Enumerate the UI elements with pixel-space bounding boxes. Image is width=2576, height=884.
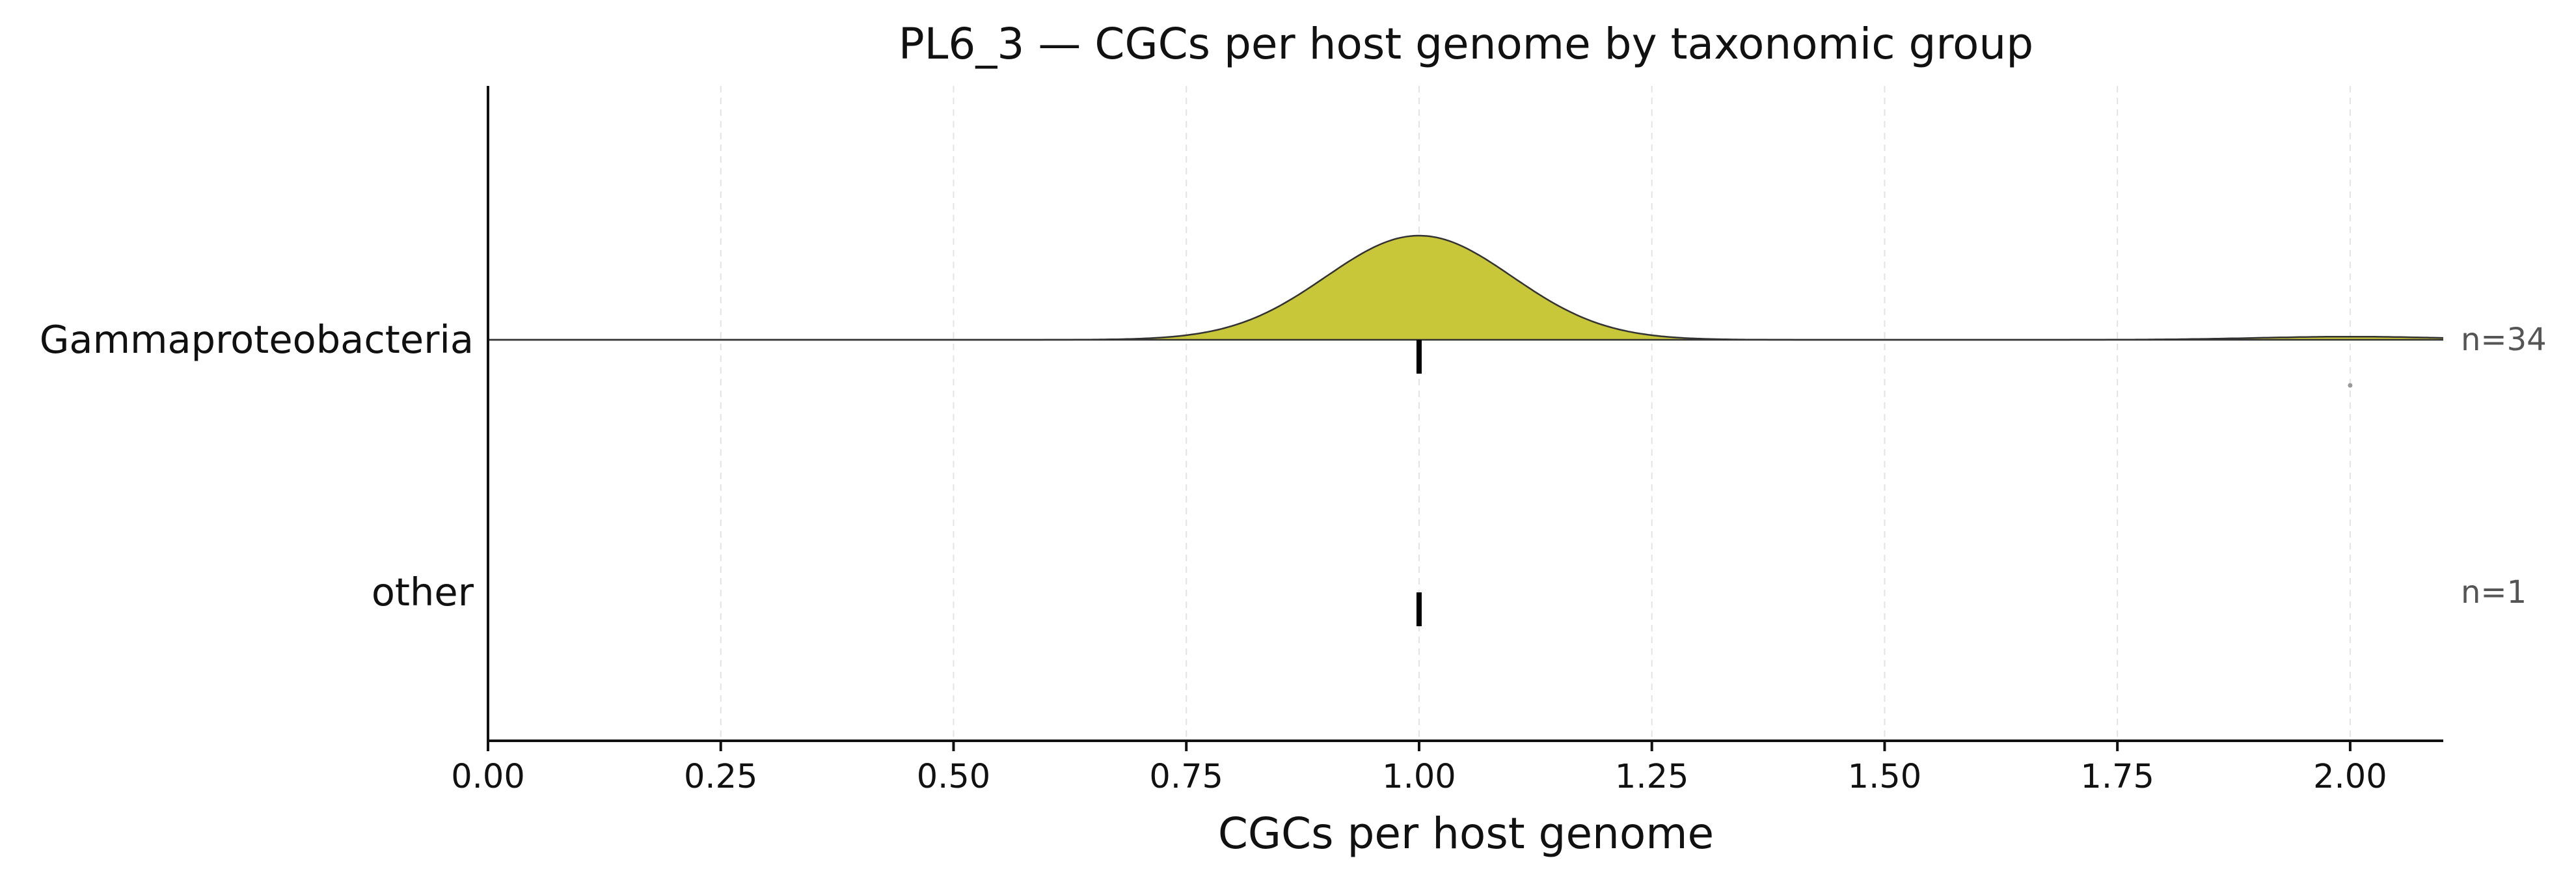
x-tick-label: 1.25 [1615, 758, 1689, 796]
x-axis: 0.00 0.25 0.50 0.75 1.00 1.25 1.50 1.75 2.00 [451, 741, 2387, 796]
category-label: other [372, 570, 474, 615]
x-tick-label: 2.00 [2313, 758, 2387, 796]
n-count-label: n=1 [2461, 574, 2527, 611]
x-axis-label: CGCs per host genome [1218, 808, 1714, 859]
chart-title: PL6_3 — CGCs per host genome by taxonomi… [899, 19, 2033, 69]
x-tick-label: 1.50 [1848, 758, 1922, 796]
ridges [488, 234, 2444, 626]
x-tick-label: 0.00 [451, 758, 525, 796]
x-tick-label: 0.50 [917, 758, 991, 796]
x-tick-label: 0.25 [684, 758, 758, 796]
n-count-label: n=34 [2461, 322, 2547, 358]
density-area [488, 236, 2443, 340]
x-tick-label: 0.75 [1149, 758, 1223, 796]
x-tick-label: 1.75 [2080, 758, 2154, 796]
category-label: Gammaproteobacteria [40, 317, 474, 362]
outlier-point [2348, 383, 2353, 388]
category-labels: Gammaproteobacteria other [40, 317, 474, 615]
x-tick-label: 1.00 [1382, 758, 1456, 796]
grid-lines [720, 86, 2351, 741]
n-labels: n=34 n=1 [2461, 322, 2547, 611]
